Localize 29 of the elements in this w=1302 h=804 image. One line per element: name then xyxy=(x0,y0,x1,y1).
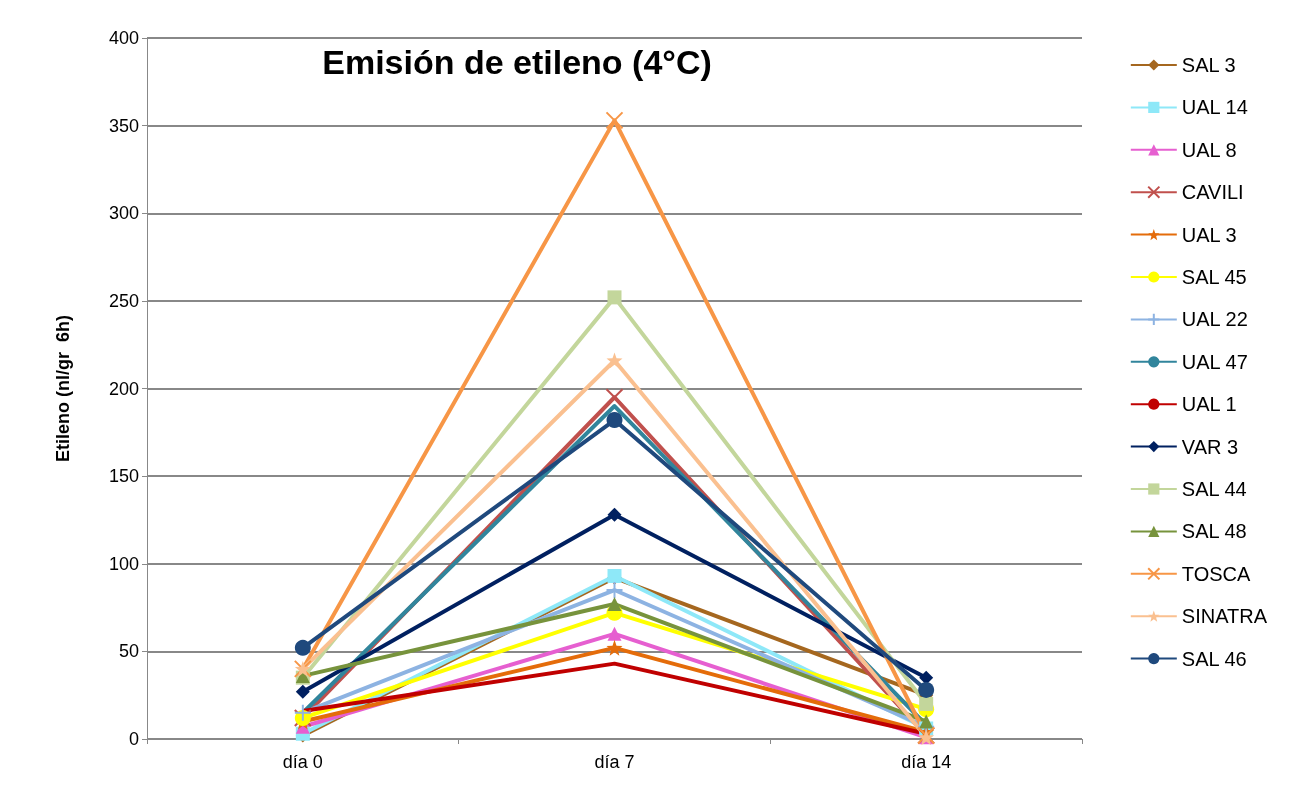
x-tick-label: día 14 xyxy=(901,752,952,772)
y-tick-label: 200 xyxy=(108,378,139,399)
legend-label: UAL 14 xyxy=(1181,96,1248,119)
legend-label: UAL 22 xyxy=(1181,308,1248,331)
legend-label: SAL 3 xyxy=(1181,54,1236,76)
legend-label: SAL 48 xyxy=(1181,520,1247,543)
x-tick-label: día 0 xyxy=(282,752,323,772)
legend-label: UAL 1 xyxy=(1181,393,1237,416)
x-tick-label: día 7 xyxy=(594,752,635,772)
y-tick-label: 250 xyxy=(108,290,139,311)
y-tick-label: 0 xyxy=(128,729,139,749)
legend-label: VAR 3 xyxy=(1181,435,1239,458)
legend-label: SAL 46 xyxy=(1181,647,1247,670)
y-tick-label: 400 xyxy=(108,28,139,48)
legend-label: CAVILI xyxy=(1181,181,1244,204)
legend-label: SAL 45 xyxy=(1181,266,1247,288)
legend-label: UAL 47 xyxy=(1181,350,1248,373)
legend-label: TOSCA xyxy=(1181,562,1251,585)
y-tick-label: 50 xyxy=(118,641,139,662)
y-tick-label: 350 xyxy=(108,115,139,136)
y-tick-label: 100 xyxy=(108,553,139,574)
y-axis-title: Etileno (nl/gr 6h) xyxy=(53,315,73,462)
legend-label: SAL 44 xyxy=(1181,478,1247,500)
legend-label: UAL 3 xyxy=(1181,223,1237,246)
y-tick-label: 150 xyxy=(108,466,139,487)
legend-label: SINATRA xyxy=(1181,605,1268,628)
legend-label: UAL 8 xyxy=(1181,138,1237,161)
chart-title: Emisión de etileno (4°C) xyxy=(322,43,712,81)
y-tick-label: 300 xyxy=(108,203,139,224)
